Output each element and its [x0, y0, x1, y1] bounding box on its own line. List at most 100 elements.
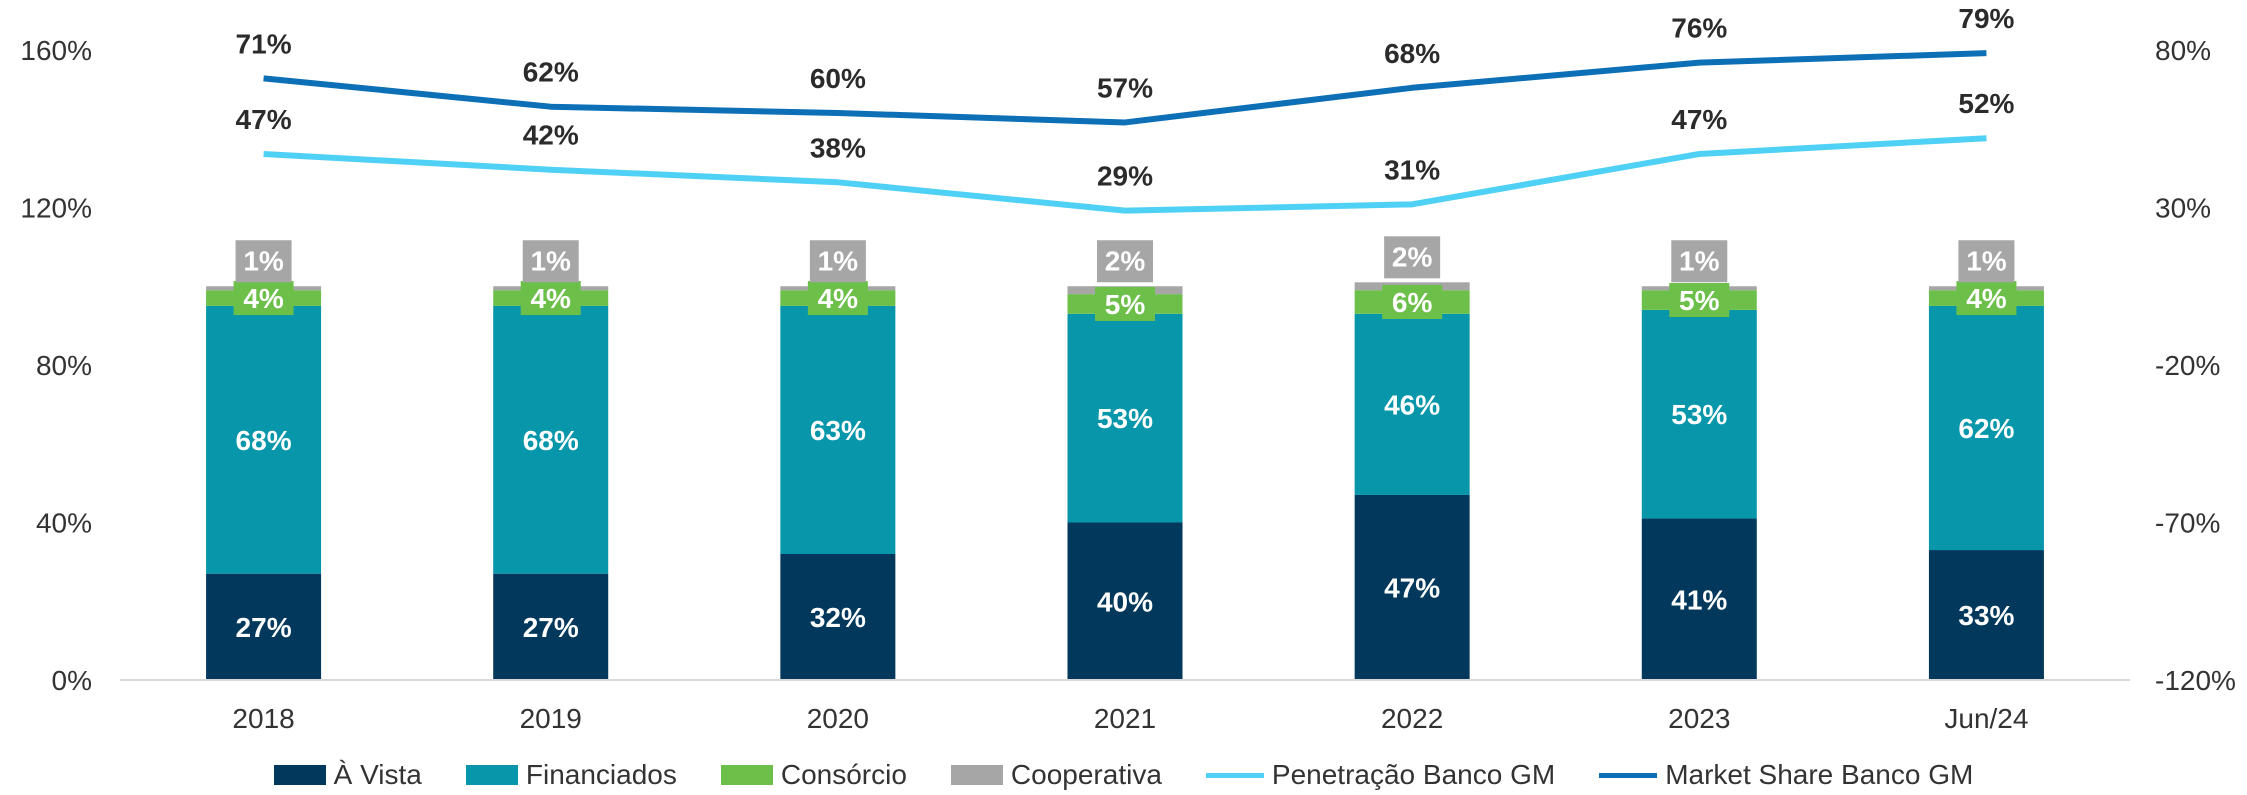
right-tick-label: -70%	[2155, 508, 2220, 539]
bar-value-label: 4%	[243, 283, 284, 314]
bar-value-label: 1%	[1679, 245, 1720, 276]
line-value-label: 52%	[1958, 88, 2014, 119]
category-label: 2018	[232, 703, 294, 734]
category-label: Jun/24	[1944, 703, 2028, 734]
line-value-label: 68%	[1384, 38, 1440, 69]
line-value-label: 76%	[1671, 13, 1727, 44]
category-label: 2023	[1668, 703, 1730, 734]
bar-label-box	[1095, 286, 1155, 321]
bar-value-label: 2%	[1105, 245, 1146, 276]
bar-label-box	[1956, 281, 2017, 316]
bar-value-label: 4%	[530, 283, 571, 314]
bar-value-label: 62%	[1958, 413, 2014, 444]
line-value-label: 47%	[1671, 104, 1727, 135]
legend-swatch	[950, 765, 1003, 785]
legend-swatch	[720, 765, 773, 785]
legend-line-swatch	[1599, 772, 1658, 778]
bar-label-box	[1384, 236, 1441, 279]
bar-label-box	[1671, 240, 1728, 283]
bar-value-label: 4%	[818, 283, 859, 314]
lines: 47% 42% 38% 29% 31% 47% 52% 71% 62% 60% 57% 68% 76% 7…	[236, 3, 2015, 214]
right-tick-label: 30%	[2155, 193, 2211, 224]
legend-item: Cooperativa	[950, 759, 1162, 791]
legend-label: Consórcio	[780, 759, 907, 790]
right-tick-label: -20%	[2155, 350, 2220, 381]
line-value-label: 42%	[523, 120, 579, 151]
legend-label: Market Share Banco GM	[1665, 759, 1974, 790]
left-tick-label: 0%	[52, 665, 92, 696]
bar-value-label: 46%	[1384, 389, 1440, 420]
left-axis: 0% 40% 80% 120% 160%	[20, 35, 92, 696]
line-value-label: 29%	[1097, 161, 1153, 192]
line-value-label: 71%	[236, 28, 292, 59]
bar-segment	[780, 305, 896, 554]
legend-label: Financiados	[525, 759, 677, 790]
bar-segment	[1354, 494, 1470, 680]
bar-value-label: 68%	[523, 425, 579, 456]
line-value-label: 57%	[1097, 72, 1153, 103]
bar-label-box	[522, 240, 579, 283]
stacked-bar-line-chart: 0% 40% 80% 120% 160% -120% -70% -20% 30% 80% 27%…	[20, 3, 2236, 734]
bar-value-label: 6%	[1392, 287, 1433, 318]
bar-value-label: 27%	[236, 612, 292, 643]
bar-segment	[780, 554, 896, 680]
bar-segment	[1928, 305, 2044, 551]
bar-label-box	[233, 281, 294, 316]
bar-value-label: 53%	[1671, 399, 1727, 430]
left-tick-label: 80%	[36, 350, 92, 381]
left-tick-label: 120%	[20, 193, 92, 224]
bar-segment	[493, 573, 609, 680]
bar-value-label: 40%	[1097, 586, 1153, 617]
bar-value-label: 47%	[1384, 572, 1440, 603]
line-value-label: 79%	[1958, 3, 2014, 34]
bar-value-label: 1%	[1966, 245, 2007, 276]
bar-value-label: 1%	[530, 245, 571, 276]
bar-value-label: 2%	[1392, 241, 1433, 272]
bar-value-label: 1%	[243, 245, 284, 276]
legend-item: Penetração Banco GM	[1205, 759, 1556, 791]
bar-segment	[1641, 309, 1757, 519]
bar-label-box	[235, 240, 292, 283]
bar-segment	[493, 305, 609, 574]
line-series	[263, 135, 1987, 214]
line-value-label: 62%	[523, 57, 579, 88]
bar-segment	[1354, 313, 1470, 495]
category-label: 2022	[1381, 703, 1443, 734]
legend-item: Market Share Banco GM	[1599, 759, 1973, 791]
bar-value-label: 5%	[1105, 289, 1146, 320]
category-label: 2021	[1094, 703, 1156, 734]
category-label: 2020	[807, 703, 869, 734]
bar-value-label: 4%	[1966, 283, 2007, 314]
legend-label: Cooperativa	[1010, 759, 1162, 790]
left-tick-label: 160%	[20, 35, 92, 66]
bar-segment	[1641, 518, 1757, 680]
bar-value-label: 53%	[1097, 403, 1153, 434]
bar-value-label: 68%	[236, 425, 292, 456]
category-label: 2019	[520, 703, 582, 734]
bar-label-box	[1097, 240, 1153, 283]
legend-item: À Vista	[273, 759, 422, 791]
bar-value-label: 27%	[523, 612, 579, 643]
bar-value-label: 33%	[1958, 600, 2014, 631]
bar-label-box	[809, 240, 866, 283]
legend-label: Penetração Banco GM	[1271, 759, 1556, 790]
line-series	[263, 50, 1987, 126]
line-value-label: 31%	[1384, 154, 1440, 185]
legend-swatch	[273, 765, 326, 785]
line-value-label: 38%	[810, 132, 866, 163]
bar-segment	[206, 305, 322, 574]
legend-item: Financiados	[465, 759, 677, 791]
bar-value-label: 41%	[1671, 584, 1727, 615]
right-tick-label: 80%	[2155, 35, 2211, 66]
bar-segment	[1067, 313, 1183, 523]
legend: À Vista Financiados Consórcio Cooperativa Pe…	[0, 755, 2247, 795]
category-axis: 2018 2019 2020 2021 2022 2023 Jun/24	[232, 703, 2028, 734]
bar-label-box	[1669, 283, 1730, 318]
bar-value-label: 32%	[810, 602, 866, 633]
bar-label-box	[1958, 240, 2015, 283]
line-value-label: 47%	[236, 104, 292, 135]
bar-segment	[1928, 550, 2044, 680]
legend-swatch	[465, 765, 518, 785]
bar-segment	[206, 573, 322, 680]
bar-label-box	[1382, 285, 1443, 319]
